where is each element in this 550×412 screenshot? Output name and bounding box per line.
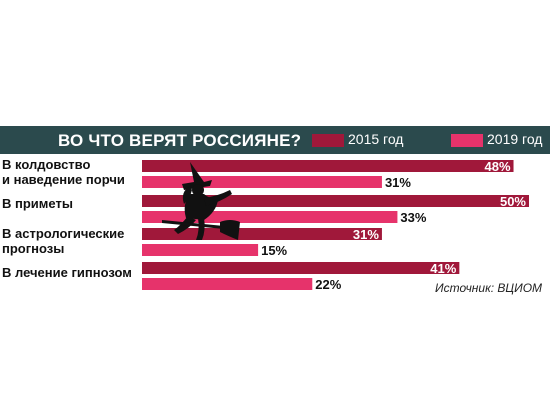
category-label-1: В приметы: [2, 196, 142, 211]
bar-2019-2: [142, 244, 259, 256]
value-label-2019-1: 33%: [400, 210, 426, 225]
bar-2015-0: [142, 160, 514, 172]
witch-on-broom-icon: [162, 162, 240, 240]
source-note: Источник: ВЦИОМ: [435, 281, 543, 295]
category-label-2-line-1: прогнозы: [2, 241, 65, 256]
category-label-2: В астрологические прогнозы: [2, 226, 142, 256]
bar-2015-3: [142, 262, 460, 274]
value-label-2019-2: 15%: [261, 243, 287, 258]
category-label-1-line-0: В приметы: [2, 196, 73, 211]
value-label-2015-3: 41%: [430, 261, 456, 276]
value-label-2015-1: 50%: [500, 194, 526, 209]
legend-swatch-2015: [312, 134, 344, 147]
bar-2019-3: [142, 278, 313, 290]
category-label-0-line-1: и наведение порчи: [2, 172, 125, 187]
category-label-0: В колдовство и наведение порчи: [2, 157, 142, 187]
category-label-3-line-0: В лечение гипнозом: [2, 265, 132, 280]
category-label-3: В лечение гипнозом: [2, 265, 142, 280]
legend-swatch-2019: [451, 134, 483, 147]
value-label-2019-0: 31%: [385, 175, 411, 190]
value-label-2015-0: 48%: [484, 159, 510, 174]
legend-label-2019: 2019 год: [487, 131, 543, 147]
value-label-2019-3: 22%: [315, 277, 341, 292]
category-label-2-line-0: В астрологические: [2, 226, 125, 241]
chart-title: ВО ЧТО ВЕРЯТ РОССИЯНЕ?: [58, 131, 302, 150]
value-label-2015-2: 31%: [353, 227, 379, 242]
category-label-0-line-0: В колдовство: [2, 157, 91, 172]
legend-label-2015: 2015 год: [348, 131, 404, 147]
bar-2015-1: [142, 195, 529, 207]
